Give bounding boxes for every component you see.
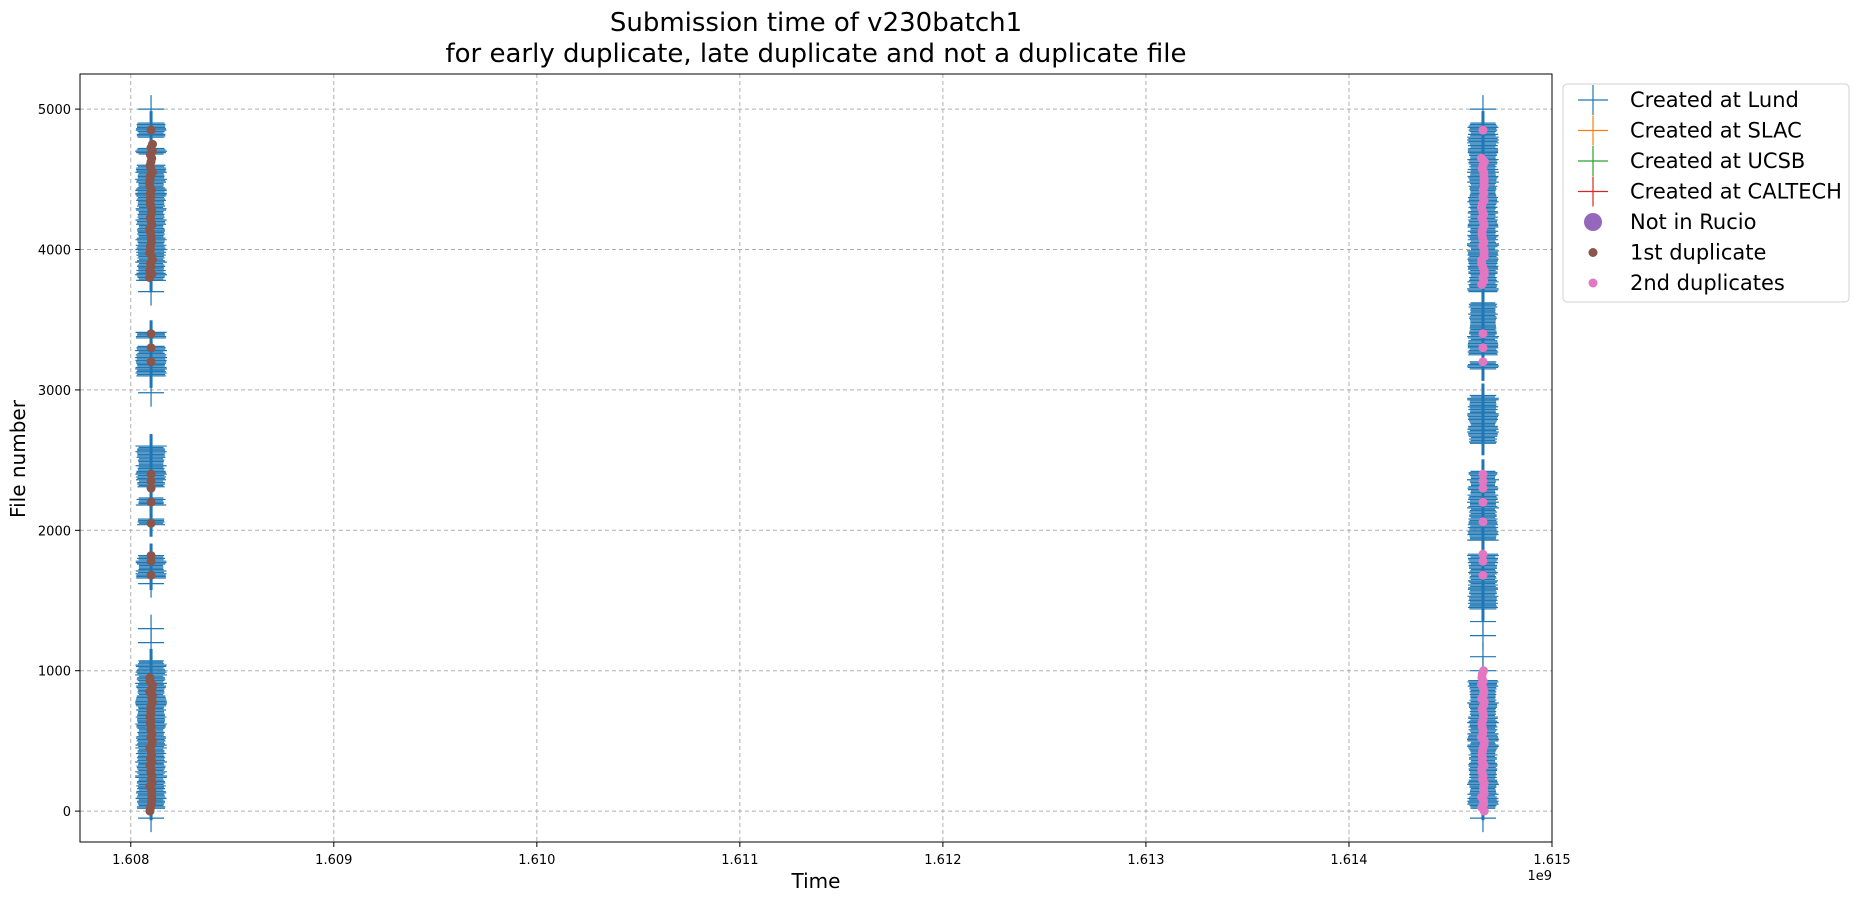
duplicate-point (1478, 483, 1488, 493)
legend: Created at Lund Created at SLAC Created at… (1562, 83, 1850, 303)
series-1st-duplicate (145, 125, 158, 816)
duplicate-point (1478, 570, 1488, 580)
x-tick-label: 1.613 (1127, 853, 1164, 868)
duplicate-point (146, 476, 156, 486)
duplicate-point (146, 343, 156, 353)
legend-label: Created at UCSB (1630, 149, 1805, 173)
duplicate-point (1478, 476, 1488, 486)
y-tick-label: 0 (63, 805, 71, 820)
series-2nd-duplicates (1476, 125, 1489, 816)
legend-item-created-at-slac: Created at SLAC (1578, 115, 1802, 146)
duplicate-point (146, 518, 156, 528)
duplicate-point (145, 673, 155, 683)
duplicate-point (146, 570, 156, 580)
duplicate-point (1478, 549, 1488, 559)
duplicate-point (1478, 517, 1488, 527)
grid (80, 74, 1553, 842)
duplicate-point (1479, 666, 1489, 676)
y-tick-label: 4000 (38, 244, 71, 259)
x-tick-label: 1.612 (924, 853, 961, 868)
legend-circle-marker (1588, 248, 1598, 257)
y-axis-label: File number (6, 399, 30, 518)
duplicate-point (146, 469, 156, 479)
x-tick-label: 1.609 (315, 853, 352, 868)
duplicate-point (148, 139, 158, 149)
duplicate-point (1478, 357, 1488, 367)
duplicate-point (146, 497, 156, 507)
duplicate-point (146, 483, 156, 493)
legend-item-created-at-ucsb: Created at UCSB (1578, 146, 1805, 176)
y-tick-label: 1000 (38, 665, 71, 680)
x-axis-offset-label: 1e9 (1527, 869, 1552, 884)
chart-title-line-2: for early duplicate, late duplicate and … (445, 39, 1186, 69)
legend-label: Created at SLAC (1630, 119, 1802, 143)
duplicate-point (146, 551, 156, 561)
x-tick-label: 1.611 (721, 853, 758, 868)
x-tick-label: 1.610 (518, 853, 555, 868)
legend-label: Not in Rucio (1630, 210, 1756, 234)
duplicate-point (1478, 497, 1488, 507)
duplicate-point (146, 329, 156, 339)
duplicate-point (1478, 556, 1488, 566)
legend-item-not-in-rucio: Not in Rucio (1584, 210, 1756, 234)
y-tick-label: 5000 (38, 103, 71, 118)
plot-frame (79, 73, 1553, 843)
legend-label: 1st duplicate (1630, 241, 1766, 265)
x-tick-label: 1.614 (1330, 853, 1367, 868)
axis-ticks: 1.608 1.609 1.610 1.611 1.612 1.613 1.614 1.615… (38, 103, 1571, 868)
legend-item-created-at-lund: Created at Lund (1578, 85, 1799, 115)
chart-title-line-1: Submission time of v230batch1 (610, 8, 1022, 38)
x-tick-label: 1.615 (1533, 853, 1570, 868)
legend-label: 2nd duplicates (1630, 271, 1785, 295)
duplicate-point (1478, 343, 1488, 353)
duplicate-point (146, 357, 156, 367)
y-tick-label: 3000 (38, 384, 71, 399)
legend-circle-marker (1584, 213, 1602, 231)
legend-label: Created at Lund (1630, 88, 1799, 112)
x-axis-label: Time (791, 869, 841, 893)
series-created-at-lund (135, 95, 1499, 833)
legend-label: Created at CALTECH (1630, 180, 1842, 204)
duplicate-point (1477, 153, 1487, 163)
legend-circle-marker (1588, 278, 1598, 288)
y-tick-label: 2000 (38, 524, 71, 539)
plot-area (135, 95, 1499, 833)
legend-item-created-at-caltech: Created at CALTECH (1578, 176, 1842, 207)
duplicate-point (146, 125, 156, 135)
legend-item-1st-duplicate: 1st duplicate (1588, 241, 1766, 265)
x-tick-label: 1.608 (112, 853, 149, 868)
duplicate-point (1478, 329, 1488, 339)
duplicate-point (1478, 125, 1488, 135)
duplicate-point (1478, 469, 1488, 479)
legend-frame (1562, 83, 1850, 303)
legend-item-2nd-duplicates: 2nd duplicates (1588, 271, 1785, 295)
